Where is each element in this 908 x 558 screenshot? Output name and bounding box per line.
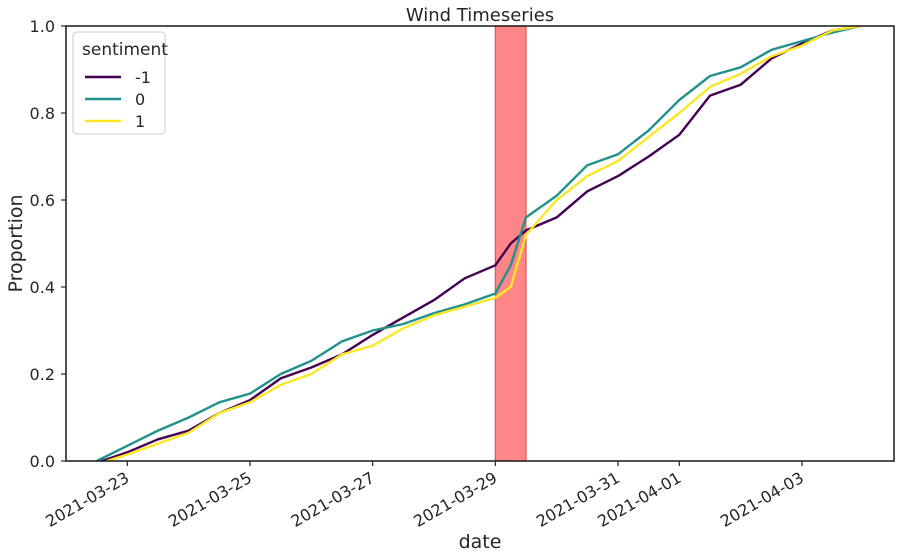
y-tick-label: 0.6 (30, 191, 55, 210)
series-line-1 (106, 24, 861, 463)
y-tick-label: 0.2 (30, 365, 55, 384)
y-tick-label: 1.0 (30, 17, 55, 36)
legend-items: -1 0 1 (85, 68, 151, 131)
chart-title: Wind Timeseries (406, 5, 554, 26)
legend-title: sentiment (82, 40, 168, 60)
y-tick-label: 0.4 (30, 278, 55, 297)
y-tick-label: 0.8 (30, 104, 55, 123)
legend-label: 0 (135, 90, 145, 109)
series-line-0 (96, 24, 862, 463)
y-axis-label: Proportion (5, 194, 27, 292)
y-tick-label: 0.0 (30, 452, 55, 471)
legend: sentiment -1 0 1 (72, 31, 168, 135)
legend-box (72, 31, 166, 135)
legend-label: 1 (135, 112, 145, 131)
plot-frame (65, 25, 895, 462)
series-lines-layer (96, 24, 862, 463)
legend-label: -1 (135, 68, 151, 87)
x-axis-label: date (459, 531, 502, 553)
y-axis-ticks: 0.0 0.2 0.4 0.6 0.8 1.0 (30, 17, 66, 471)
